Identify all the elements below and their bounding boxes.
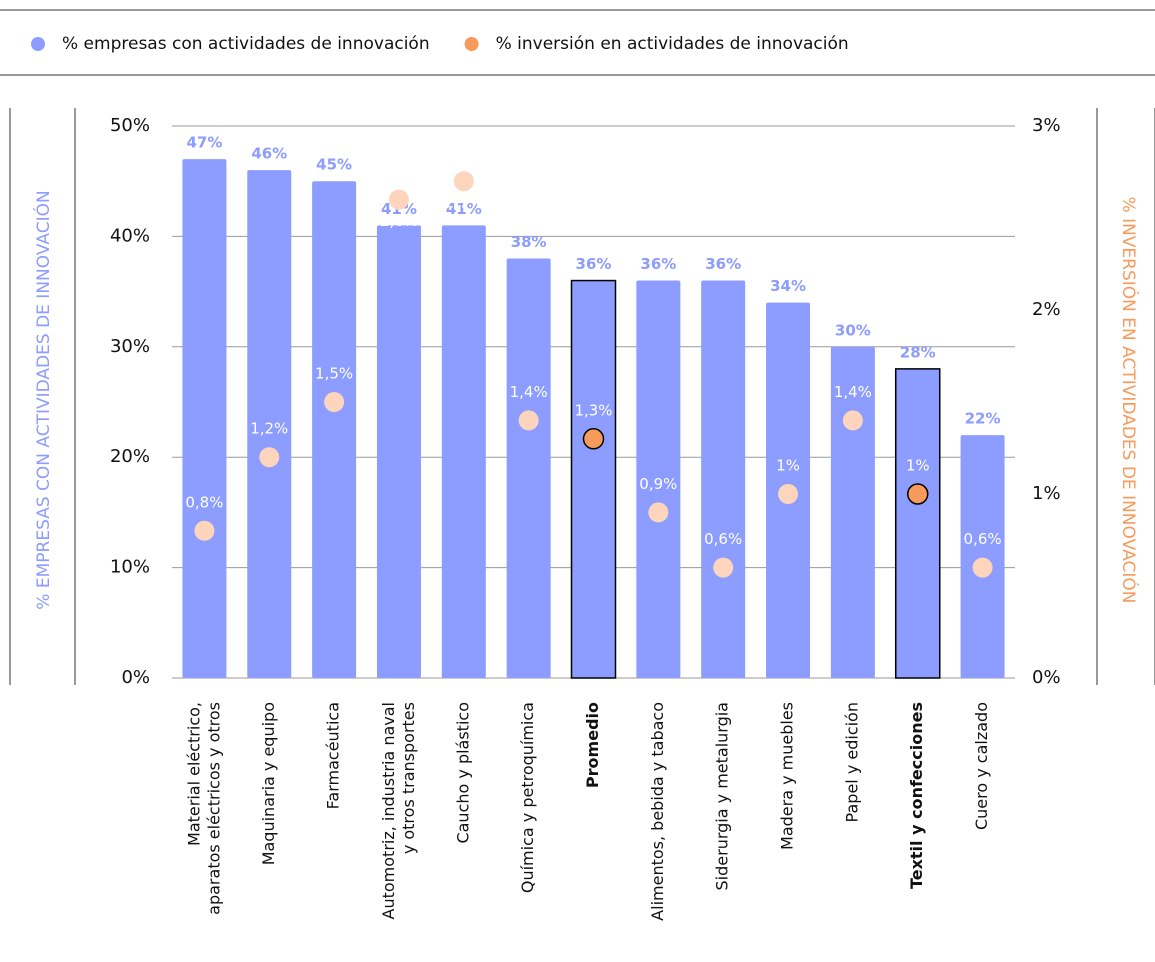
dot-value-label: 0,6%	[964, 530, 1002, 548]
bar-value-label: 30%	[835, 321, 871, 339]
y2-tick-label: 3%	[1032, 115, 1061, 136]
y-tick-label: 20%	[110, 446, 150, 467]
dot-value-label: 1,4%	[834, 383, 872, 401]
bar	[894, 368, 941, 679]
dot	[778, 484, 799, 504]
dot	[972, 557, 993, 578]
dot-value-label: 1,2%	[250, 420, 288, 438]
dot	[713, 557, 734, 578]
bar	[441, 225, 486, 679]
y-tick-label: 40%	[110, 225, 150, 246]
dot	[324, 392, 345, 412]
dot-value-label: 1,5%	[315, 365, 353, 383]
bar-value-label: 46%	[251, 145, 287, 163]
x-tick-label: Maquinaria y equipo	[259, 702, 278, 865]
x-tick-label: Química y petroquímica	[518, 702, 537, 893]
bar-value-label: 34%	[770, 277, 806, 295]
y-tick-label: 10%	[110, 557, 150, 578]
x-tick-label: Alimentos, bebida y tabaco	[648, 702, 667, 921]
y-tick-label: 50%	[110, 115, 150, 136]
bar-value-label: 41%	[446, 200, 482, 218]
x-tick-label: Madera y muebles	[778, 702, 797, 850]
dot-value-label: 1%	[776, 457, 800, 475]
dot	[453, 171, 474, 192]
bar-value-label: 36%	[640, 255, 676, 273]
dot	[259, 447, 280, 468]
y-tick-label: 0%	[121, 667, 150, 688]
legend-marker	[464, 37, 479, 51]
bar-value-label: 47%	[186, 134, 222, 152]
bar-value-label: 45%	[316, 156, 352, 174]
x-tick-label: Automotriz, industria navaly otros trans…	[378, 702, 417, 919]
bar	[312, 181, 357, 678]
bar	[960, 435, 1005, 678]
dot	[842, 410, 863, 431]
dot-value-label: 2,6%	[380, 212, 418, 230]
legend-label: % empresas con actividades de innovación	[62, 34, 430, 54]
bar	[570, 279, 617, 679]
x-tick-label: Siderurgia y metalurgia	[713, 702, 732, 890]
dot	[906, 483, 929, 505]
bar-value-label: 38%	[511, 233, 547, 251]
x-tick-label: Farmacéutica	[324, 702, 343, 809]
x-tick-label: Textil y confecciones	[907, 702, 926, 889]
y2-tick-label: 1%	[1032, 483, 1061, 504]
bar	[636, 280, 681, 678]
bar	[830, 346, 875, 678]
dot-value-label: 1,4%	[510, 383, 548, 401]
dot-value-label: 1%	[906, 457, 930, 475]
bar	[376, 225, 421, 679]
y-axis-title: % EMPRESAS CON ACTIVIDADES DE INNOVACIÓN	[32, 190, 54, 609]
x-tick-label: Promedio	[583, 702, 602, 788]
dot	[648, 502, 669, 523]
dot	[388, 189, 409, 210]
bar-value-label: 36%	[576, 255, 612, 273]
bar	[701, 280, 746, 678]
y2-tick-label: 2%	[1032, 299, 1061, 320]
x-tick-label: Material eléctrico,aparatos eléctricos y…	[184, 702, 223, 915]
y2-tick-label: 0%	[1032, 667, 1061, 688]
dot	[194, 520, 215, 541]
dot-value-label: 1,3%	[574, 401, 612, 419]
y2-axis-title: % INVERSIÓN EN ACTIVIDADES DE INNOVACIÓN	[1118, 197, 1140, 604]
dot-value-label: 0,9%	[639, 475, 677, 493]
bar	[247, 170, 292, 678]
legend-marker	[31, 37, 45, 51]
x-tick-label: Cuero y calzado	[972, 702, 991, 830]
bar-value-label: 22%	[965, 410, 1001, 428]
bar	[182, 159, 227, 678]
dot-value-label: 0,8%	[185, 493, 223, 511]
dot	[518, 410, 539, 431]
bar-value-label: 28%	[900, 343, 936, 361]
dot-value-label: 2,7%	[445, 194, 483, 212]
x-tick-label: Papel y edición	[842, 702, 861, 822]
bar-value-label: 36%	[705, 255, 741, 273]
bar	[506, 258, 551, 678]
dot-value-label: 0,6%	[704, 530, 742, 548]
dot	[582, 428, 605, 450]
y-tick-label: 30%	[110, 336, 150, 357]
legend-label: % inversión en actividades de innovación	[496, 34, 849, 54]
x-tick-label: Caucho y plástico	[453, 702, 472, 844]
